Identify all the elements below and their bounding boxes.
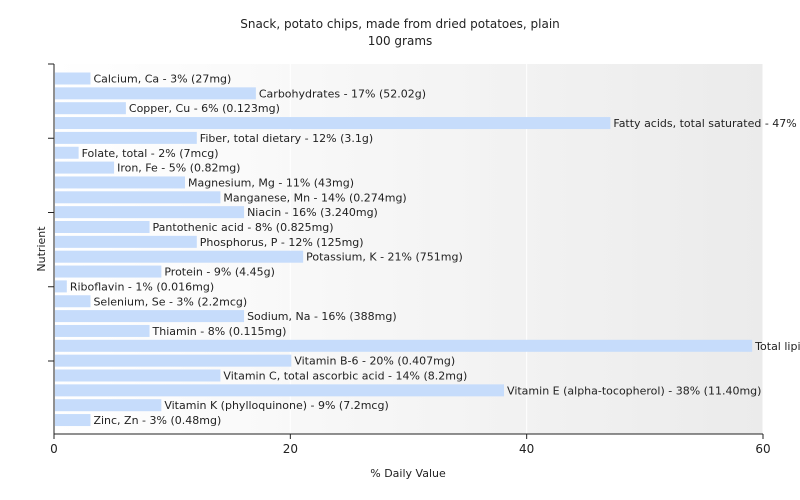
bar-label: Copper, Cu - 6% (0.123mg) <box>129 102 280 115</box>
y-axis-ticks <box>48 63 54 362</box>
bar-label: Total lipid (fat) - 59% (38.41g) <box>754 340 800 353</box>
x-axis-ticks: 0 20 40 60 <box>50 434 771 456</box>
bar-label: Fatty acids, total saturated - 47% (9.49… <box>613 117 800 130</box>
bar <box>55 191 221 204</box>
x-tick-label: 0 <box>50 442 58 456</box>
bar <box>55 102 126 115</box>
axes <box>53 64 763 435</box>
bar-label: Thiamin - 8% (0.115mg) <box>152 325 287 338</box>
bar-label: Carbohydrates - 17% (52.02g) <box>259 87 426 100</box>
bar-label: Magnesium, Mg - 11% (43mg) <box>188 176 354 189</box>
bar-label: Vitamin K (phylloquinone) - 9% (7.2mcg) <box>164 399 388 412</box>
bar <box>55 280 67 293</box>
chart-title: Snack, potato chips, made from dried pot… <box>240 17 560 31</box>
bar-label: Fiber, total dietary - 12% (3.1g) <box>200 132 373 145</box>
bar <box>55 221 150 233</box>
bar <box>55 310 245 323</box>
bar <box>55 354 292 367</box>
bar-label: Manganese, Mn - 14% (0.274mg) <box>223 191 406 204</box>
bar <box>55 176 185 189</box>
bar-label: Iron, Fe - 5% (0.82mg) <box>117 162 240 175</box>
bar <box>55 146 79 159</box>
chart-subtitle: 100 grams <box>367 34 433 48</box>
bar <box>55 384 505 397</box>
bar <box>55 235 197 248</box>
bar-label: Folate, total - 2% (7mcg) <box>82 147 219 160</box>
chart-title-block: Snack, potato chips, made from dried pot… <box>0 16 800 50</box>
bar-label: Sodium, Na - 16% (388mg) <box>247 310 397 323</box>
bar <box>55 131 197 144</box>
bar <box>55 265 162 278</box>
bar-labels: Calcium, Ca - 3% (27mg) Carbohydrates - 1… <box>70 73 800 428</box>
bar-label: Vitamin C, total ascorbic acid - 14% (8.… <box>223 370 467 383</box>
bar-label: Selenium, Se - 3% (2.2mcg) <box>93 295 247 308</box>
bar <box>55 324 150 337</box>
bar <box>55 72 91 85</box>
bar-label: Potassium, K - 21% (751mg) <box>306 251 463 264</box>
bar <box>55 250 304 263</box>
bar <box>55 339 753 352</box>
x-axis-title: % Daily Value <box>370 467 446 480</box>
bar <box>55 295 91 308</box>
x-tick-label: 20 <box>283 442 298 456</box>
bar-label: Pantothenic acid - 8% (0.825mg) <box>153 221 334 234</box>
bar <box>55 399 162 412</box>
bars <box>55 72 753 427</box>
x-tick-label: 40 <box>519 442 534 456</box>
bar <box>55 161 115 174</box>
bar-label: Zinc, Zn - 3% (0.48mg) <box>93 414 221 427</box>
bar-label: Riboflavin - 1% (0.016mg) <box>70 280 214 293</box>
y-axis-title: Nutrient <box>35 226 48 272</box>
bar-label: Vitamin B-6 - 20% (0.407mg) <box>294 355 455 368</box>
bar-label: Vitamin E (alpha-tocopherol) - 38% (11.4… <box>507 384 761 397</box>
bar-label: Calcium, Ca - 3% (27mg) <box>93 73 231 86</box>
bar <box>55 414 91 427</box>
x-tick-label: 60 <box>755 442 770 456</box>
bar-label: Niacin - 16% (3.240mg) <box>247 206 378 219</box>
bar <box>55 117 611 130</box>
bar <box>55 206 245 219</box>
bar <box>55 369 221 382</box>
bar <box>55 87 256 100</box>
bar-label: Protein - 9% (4.45g) <box>164 266 275 279</box>
bar-label: Phosphorus, P - 12% (125mg) <box>200 236 364 249</box>
